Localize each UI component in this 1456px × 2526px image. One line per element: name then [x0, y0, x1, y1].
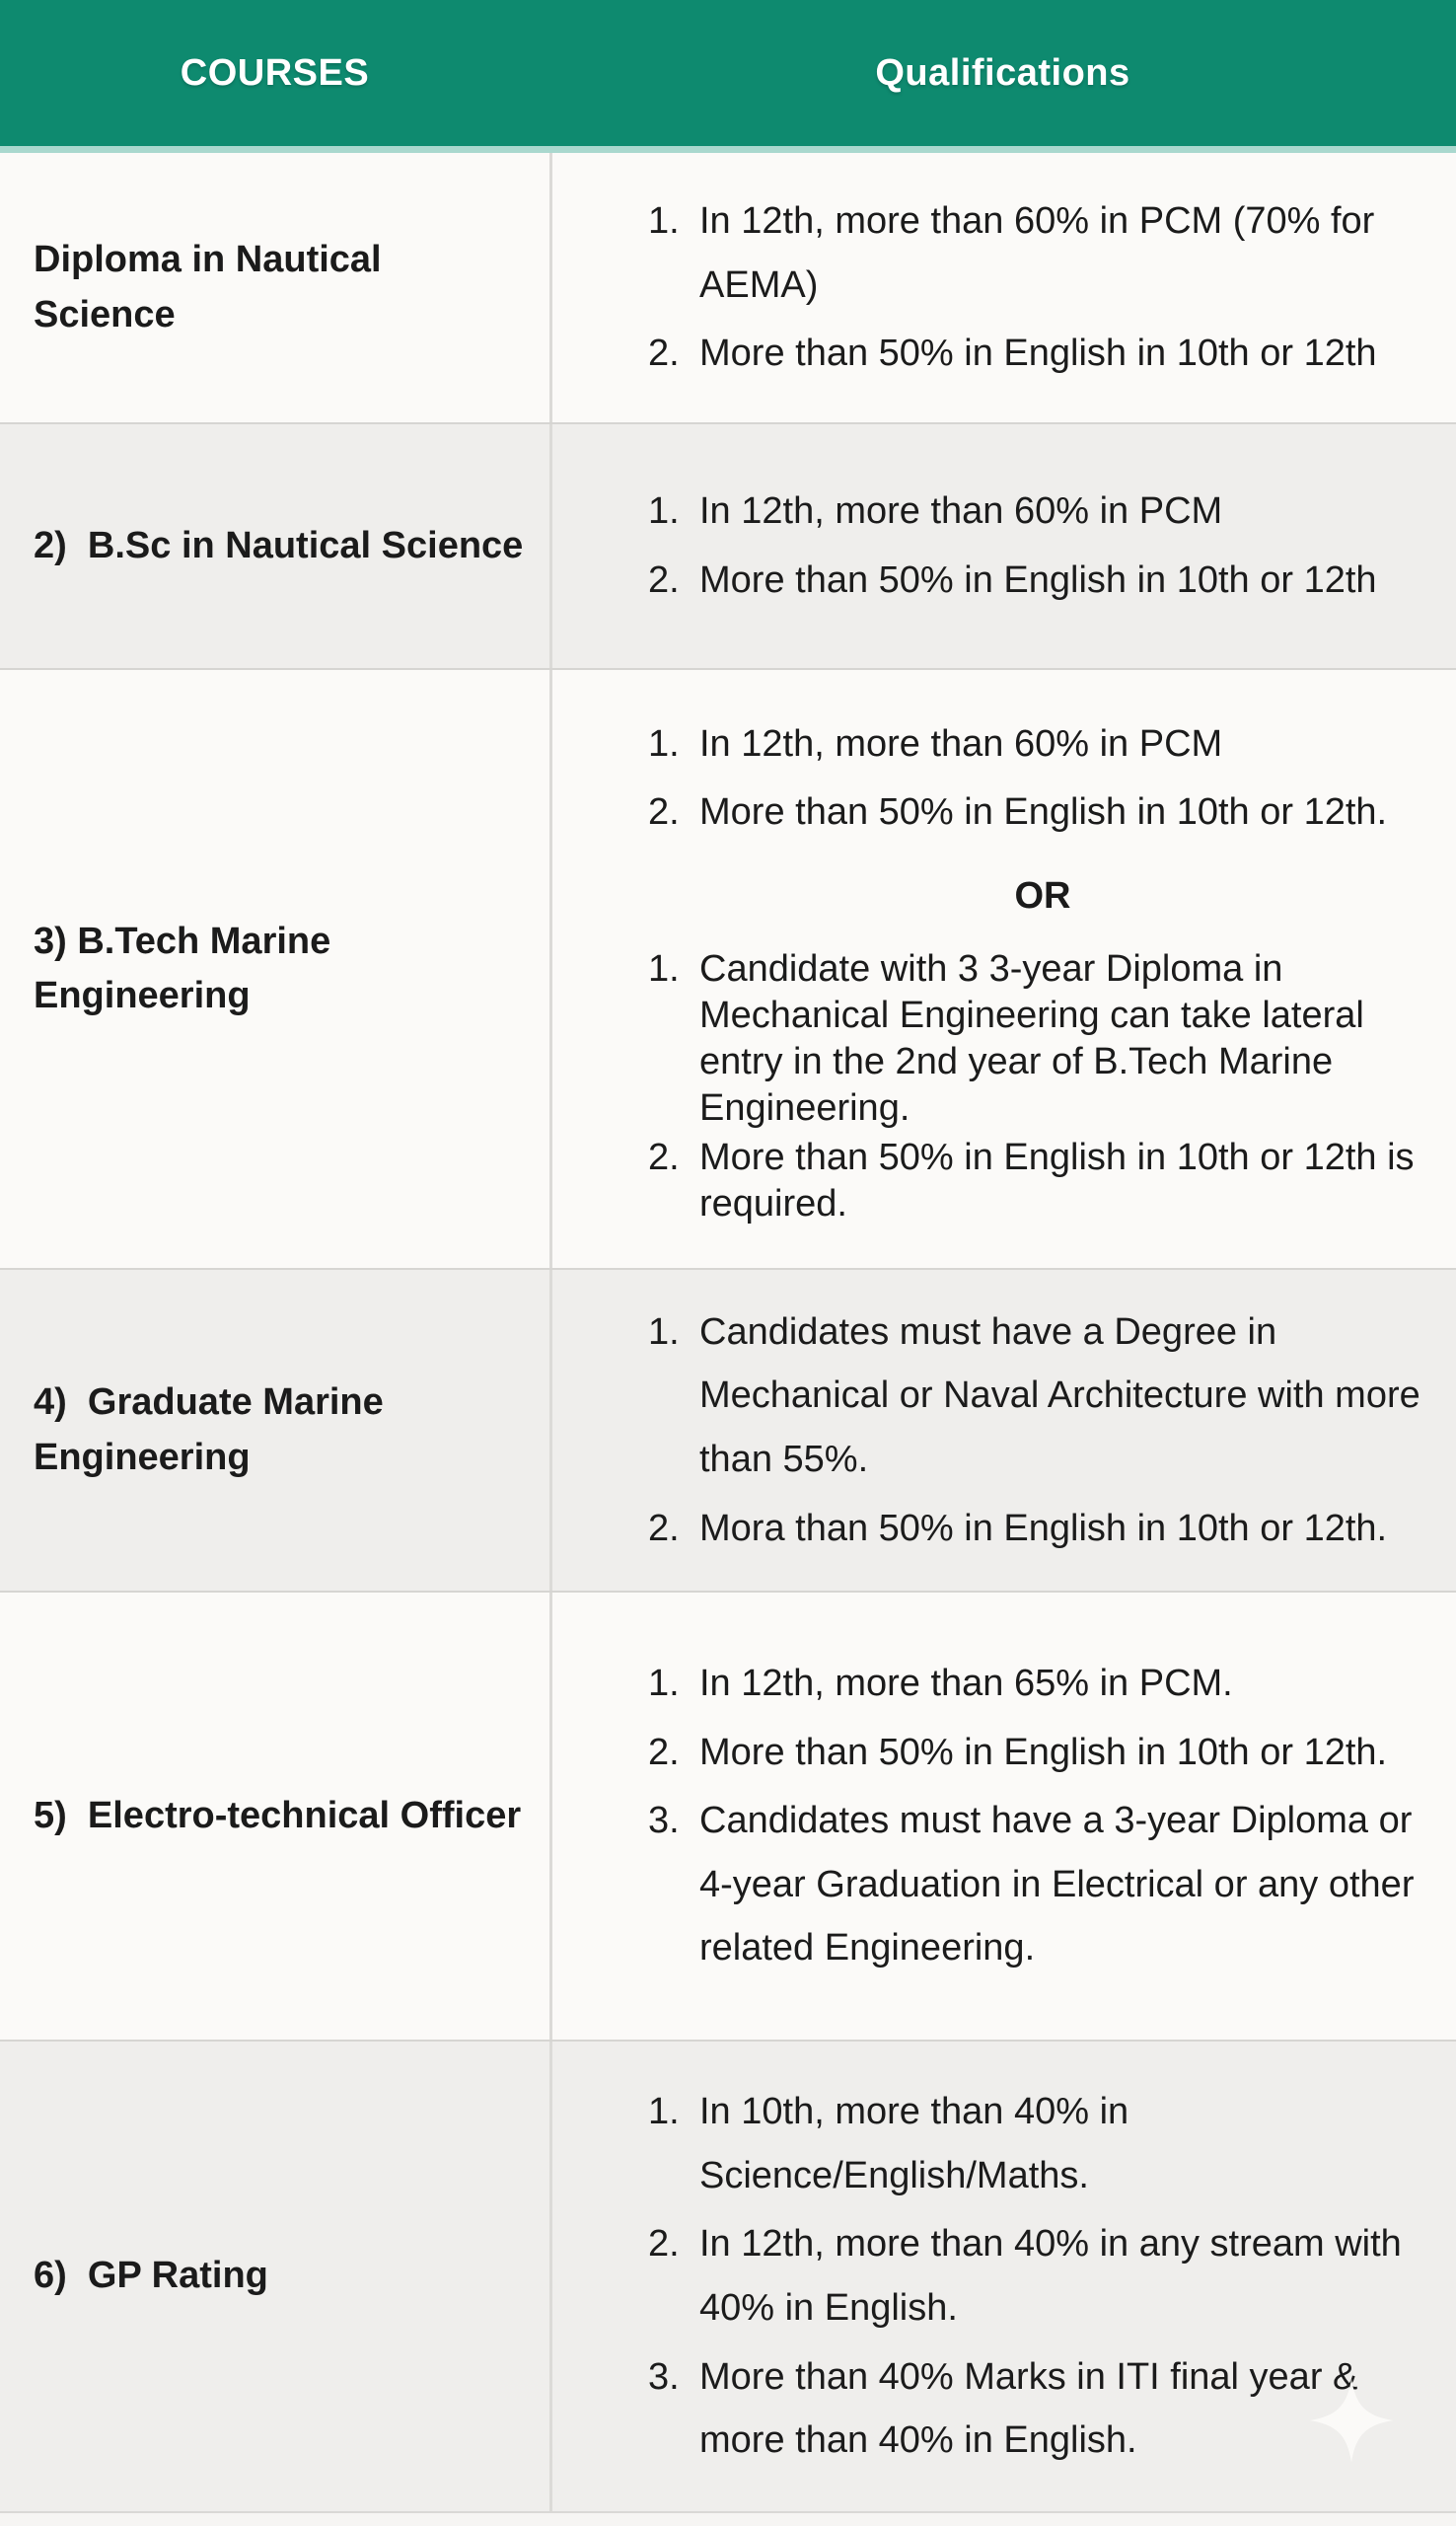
course-name: 3) B.Tech Marine Engineering [34, 920, 341, 1016]
item-text: More than 50% in English in 10th or 12th [699, 559, 1377, 601]
item-number: 3. [648, 2355, 680, 2398]
qualification-group: 1. In 12th, more than 60% in PCM 2. More th… [648, 707, 1437, 850]
qualification-item: 2. More than 50% in English in 10th or 12… [648, 1135, 1437, 1227]
course-cell: 2) B.Sc in Nautical Science [0, 424, 549, 668]
qualifications-cell: 1. In 12th, more than 65% in PCM. 2. More t… [549, 1593, 1456, 2040]
item-number: 2. [648, 333, 680, 375]
qualification-item: 1. In 12th, more than 60% in PCM [648, 480, 1437, 544]
item-text: In 12th, more than 60% in PCM [699, 722, 1223, 765]
qualification-item: 1. Candidates must have a Degree in Mecha… [648, 1300, 1437, 1492]
qualification-group: 1. Candidate with 3 3-year Diploma in Mec… [648, 943, 1437, 1231]
table-row: 4) Graduate Marine Engineering 1. Candidat… [0, 1268, 1456, 1591]
table-header-row: COURSES Qualifications [0, 0, 1456, 153]
item-text: More than 50% in English in 10th or 12th… [699, 791, 1388, 834]
table-body: Diploma in Nautical Science 1. In 12th, mo… [0, 153, 1456, 2511]
qualification-item: 3. More than 40% Marks in ITI final year … [648, 2345, 1437, 2473]
item-text: In 12th, more than 65% in PCM. [699, 1663, 1233, 1705]
header-qualifications: Qualifications [875, 51, 1130, 94]
item-number: 1. [648, 947, 680, 990]
course-cell: 3) B.Tech Marine Engineering [0, 670, 549, 1268]
qualification-group: 1. In 12th, more than 60% in PCM 2. More th… [648, 475, 1437, 617]
item-text: In 12th, more than 60% in PCM (70% for A… [699, 200, 1375, 306]
item-text: In 12th, more than 40% in any stream wit… [699, 2223, 1402, 2329]
table-row: 2) B.Sc in Nautical Science 1. In 12th, mo… [0, 422, 1456, 668]
qualification-item: 2. Mora than 50% in English in 10th or 12… [648, 1497, 1437, 1561]
item-number: 1. [648, 1310, 680, 1353]
item-text: In 12th, more than 60% in PCM [699, 490, 1223, 533]
item-number: 1. [648, 2091, 680, 2133]
item-text: In 10th, more than 40% in Science/Englis… [699, 2091, 1129, 2196]
item-number: 2. [648, 559, 680, 601]
item-number: 2. [648, 1731, 680, 1773]
item-number: 2. [648, 1507, 680, 1549]
qualification-item: 1. Candidate with 3 3-year Diploma in Mec… [648, 946, 1437, 1132]
item-text: Mora than 50% in English in 10th or 12th… [699, 1507, 1388, 1549]
table-row: 6) GP Rating 1. In 10th, more than 40% in … [0, 2040, 1456, 2511]
table-row: 3) B.Tech Marine Engineering 1. In 12th, m… [0, 668, 1456, 1268]
qualification-item: 2. More than 50% in English in 10th or 12… [648, 780, 1437, 845]
qualifications-cell: 1. Candidates must have a Degree in Mecha… [549, 1270, 1456, 1591]
qualification-item: 1. In 12th, more than 60% in PCM (70% for… [648, 189, 1437, 317]
qualifications-cell: 1. In 10th, more than 40% in Science/Engl… [549, 2042, 1456, 2511]
item-text: Candidates must have a Degree in Mechani… [699, 1310, 1420, 1480]
qualification-item: 1. In 12th, more than 60% in PCM [648, 712, 1437, 777]
course-cell: 5) Electro-technical Officer [0, 1593, 549, 2040]
course-cell: 6) GP Rating [0, 2042, 549, 2511]
sparkle-icon [1309, 2378, 1394, 2463]
item-number: 2. [648, 791, 680, 834]
qualification-item: 3. Candidates must have a 3-year Diploma … [648, 1789, 1437, 1980]
item-text: More than 50% in English in 10th or 12th… [699, 1137, 1415, 1226]
course-name: Diploma in Nautical Science [34, 239, 393, 335]
course-name: 2) B.Sc in Nautical Science [34, 524, 524, 566]
header-courses: COURSES [180, 51, 370, 94]
table-row: 5) Electro-technical Officer 1. In 12th, m… [0, 1591, 1456, 2040]
item-number: 2. [648, 1137, 680, 1179]
table-row: Diploma in Nautical Science 1. In 12th, mo… [0, 153, 1456, 422]
bottom-strip [0, 2511, 1456, 2526]
course-cell: 4) Graduate Marine Engineering [0, 1270, 549, 1591]
course-name: 6) GP Rating [34, 2255, 268, 2297]
item-number: 1. [648, 1663, 680, 1705]
qualification-group: 1. In 12th, more than 65% in PCM. 2. More t… [648, 1647, 1437, 1985]
course-cell: Diploma in Nautical Science [0, 153, 549, 422]
item-text: More than 50% in English in 10th or 12th [699, 333, 1377, 375]
item-number: 3. [648, 1800, 680, 1842]
qualification-item: 2. More than 50% in English in 10th or 12… [648, 1721, 1437, 1785]
item-text: More than 50% in English in 10th or 12th… [699, 1731, 1388, 1773]
qualification-group: 1. In 12th, more than 60% in PCM (70% for… [648, 185, 1437, 391]
course-name: 4) Graduate Marine Engineering [34, 1381, 395, 1478]
or-separator: OR [1014, 874, 1071, 917]
item-text: Candidate with 3 3-year Diploma in Mecha… [699, 947, 1364, 1130]
qualifications-cell: 1. In 12th, more than 60% in PCM 2. More th… [549, 670, 1456, 1268]
item-number: 2. [648, 2223, 680, 2266]
qualification-item: 2. In 12th, more than 40% in any stream w… [648, 2212, 1437, 2340]
qualification-item: 2. More than 50% in English in 10th or 12… [648, 322, 1437, 386]
qualification-item: 1. In 12th, more than 65% in PCM. [648, 1652, 1437, 1716]
item-number: 1. [648, 722, 680, 765]
qualification-group: 1. Candidates must have a Degree in Mecha… [648, 1296, 1437, 1565]
qualification-item: 2. More than 50% in English in 10th or 12… [648, 549, 1437, 613]
item-number: 1. [648, 200, 680, 243]
item-text: More than 40% Marks in ITI final year & … [699, 2355, 1358, 2462]
item-text: Candidates must have a 3-year Diploma or… [699, 1800, 1415, 1969]
item-number: 1. [648, 490, 680, 533]
qualification-group: 1. In 10th, more than 40% in Science/Engl… [648, 2075, 1437, 2478]
qualification-item: 1. In 10th, more than 40% in Science/Engl… [648, 2080, 1437, 2207]
course-name: 5) Electro-technical Officer [34, 1794, 522, 1836]
qualifications-cell: 1. In 12th, more than 60% in PCM 2. More th… [549, 424, 1456, 668]
qualifications-cell: 1. In 12th, more than 60% in PCM (70% for… [549, 153, 1456, 422]
